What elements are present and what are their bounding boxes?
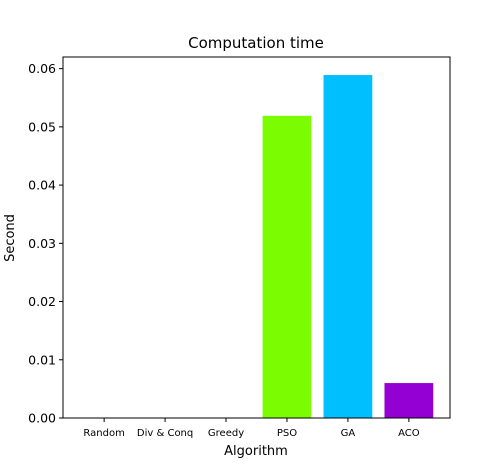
x-tick-label: PSO [277,428,297,439]
y-tick-label: 0.00 [28,411,56,426]
y-tick-label: 0.03 [28,236,56,251]
x-tick-label: GA [341,428,356,439]
bar-aco [384,383,434,418]
bar-ga [323,75,373,419]
y-axis: 0.00 0.01 0.02 0.03 0.04 0.05 0.06 [28,61,63,426]
y-tick-label: 0.06 [28,61,56,76]
y-tick-label: 0.01 [28,352,56,367]
bars [262,75,434,419]
x-axis-label: Algorithm [224,444,288,459]
y-axis-label: Second [3,214,18,262]
x-tick-label: Greedy [208,428,244,439]
x-tick-label: ACO [398,428,420,439]
bar-pso [262,115,312,418]
x-tick-label: Random [83,428,124,439]
y-tick-label: 0.04 [28,178,56,193]
y-tick-label: 0.05 [28,119,56,134]
plot-frame [62,56,451,419]
chart-title: Computation time [188,34,324,52]
y-tick-label: 0.02 [28,294,56,309]
x-tick-label: Div & Conq [137,428,193,439]
x-axis: Random Div & Conq Greedy PSO GA ACO [83,418,420,439]
